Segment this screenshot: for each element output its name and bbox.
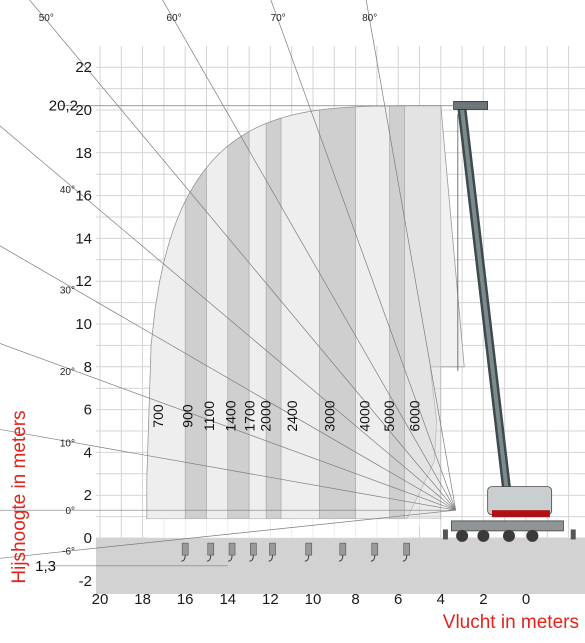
y-tick-10: 10	[75, 316, 92, 333]
angle-line-20	[0, 343, 456, 511]
x-tick-10: 10	[305, 591, 322, 608]
capacity-zone-6000	[404, 105, 442, 520]
x-tick-18: 18	[134, 591, 151, 608]
zone-label-6000: 6000	[407, 400, 423, 431]
crane-wheel-0	[456, 529, 469, 542]
y-tick-18: 18	[75, 145, 92, 162]
capacity-zones	[146, 105, 465, 538]
angle-label-30: 30°	[60, 285, 75, 296]
zone-label-3000: 3000	[321, 400, 337, 431]
crane-outrigger-right	[570, 529, 576, 540]
zone-labels: 700 900 1100 1400 1700 2000 2400 3000 4000 5000 60…	[35, 13, 422, 575]
x-tick-12: 12	[262, 591, 279, 608]
x-tick-14: 14	[219, 591, 236, 608]
crane-wheel-3	[526, 529, 539, 542]
crane-carrier	[451, 520, 564, 532]
y-tick-16: 16	[75, 188, 92, 205]
zone-label-4000: 4000	[356, 400, 372, 431]
x-tick-4: 4	[437, 591, 445, 608]
crane-boom-highlight	[460, 109, 509, 492]
crane-wheel-1	[477, 529, 490, 542]
capacity-zone-2400	[280, 109, 320, 520]
zone-label-1400: 1400	[222, 400, 238, 431]
zone-label-900: 900	[180, 404, 196, 428]
capacity-zone-4000	[355, 105, 390, 520]
x-tick-20: 20	[92, 591, 109, 608]
capacity-zone-700	[146, 201, 186, 520]
crane-outrigger-left	[442, 529, 448, 540]
y-tick-0: 0	[84, 530, 92, 547]
x-tick-16: 16	[177, 591, 194, 608]
y-tick-6: 6	[84, 402, 92, 419]
zone-label-1700: 1700	[241, 400, 257, 431]
y-tick--2: -2	[79, 573, 92, 590]
x-tick-0: 0	[522, 591, 530, 608]
zone-label-2000: 2000	[257, 400, 273, 431]
max-height-label: 20,2	[49, 98, 78, 115]
hook-7	[370, 542, 379, 562]
x-axis-title: Vlucht in meters	[442, 612, 579, 633]
y-tick-12: 12	[75, 273, 92, 290]
angle-label-0: 0°	[65, 506, 75, 517]
angle-lines	[0, 0, 484, 567]
capacity-zone-3000	[319, 106, 356, 520]
hook-8	[402, 542, 411, 562]
angle-label-50: 50°	[39, 13, 54, 24]
y-tick-14: 14	[75, 230, 92, 247]
angle-label--6: -6°	[62, 546, 75, 557]
hook-2	[228, 542, 236, 562]
angle-label-60: 60°	[166, 13, 181, 24]
x-tick-6: 6	[394, 591, 402, 608]
y-tick-4: 4	[84, 444, 92, 461]
angle-line-30	[0, 245, 456, 511]
angle-line-50	[29, 0, 456, 511]
angle-label-20: 20°	[60, 367, 75, 378]
y-tick-8: 8	[84, 359, 92, 376]
angle-line-10	[0, 429, 456, 511]
angle-label-70: 70°	[271, 13, 286, 24]
min-height-label: 1,3	[35, 558, 56, 575]
y-tick-22: 22	[75, 59, 92, 76]
angle-label-80: 80°	[362, 13, 377, 24]
x-tick-8: 8	[351, 591, 359, 608]
base-band	[146, 518, 431, 538]
angle-label-10: 10°	[60, 439, 75, 450]
y-axis-title: Hijshoogte in meters	[9, 410, 30, 584]
zone-label-700: 700	[150, 404, 166, 428]
y-tick-20: 20	[75, 102, 92, 119]
angle-line-80	[365, 0, 457, 511]
zone-label-5000: 5000	[381, 400, 397, 431]
capacity-zone-1400	[227, 131, 250, 520]
angle-line-70	[270, 0, 457, 511]
zone-label-2400: 2400	[284, 400, 300, 431]
hook-0	[181, 542, 189, 562]
angle-line--6	[0, 509, 456, 559]
hook-3	[249, 542, 257, 562]
y-tick-2: 2	[84, 487, 92, 504]
hook-1	[206, 542, 215, 562]
angle-line-60	[162, 0, 457, 511]
angle-label-40: 40°	[60, 185, 75, 196]
hook-6	[338, 542, 347, 562]
capacity-zone-1100	[206, 145, 229, 520]
zone-label-1100: 1100	[201, 401, 217, 431]
crane-stripe	[491, 510, 550, 518]
capacity-zone-2000	[265, 117, 282, 520]
angle-line-40	[0, 125, 456, 511]
x-tick-2: 2	[479, 591, 487, 608]
hook-4	[268, 542, 276, 562]
crane-wheel-2	[502, 529, 515, 542]
capacity-zone-1700	[248, 122, 267, 520]
capacity-zone-900	[184, 166, 207, 520]
hook-5	[304, 542, 313, 562]
